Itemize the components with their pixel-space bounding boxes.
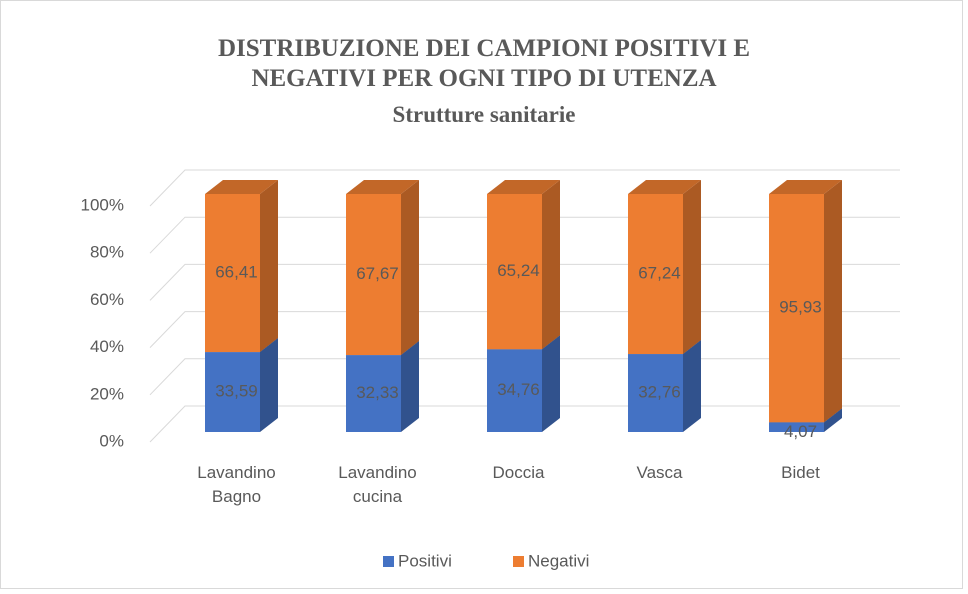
y-tick-label: 80% xyxy=(90,243,124,262)
y-tick-label: 60% xyxy=(90,290,124,309)
data-label: 32,33 xyxy=(356,383,399,402)
data-label: 66,41 xyxy=(215,263,258,282)
bar-top xyxy=(205,180,278,194)
data-label: 34,76 xyxy=(497,380,540,399)
bar xyxy=(628,354,683,432)
y-tick-label: 0% xyxy=(99,431,124,450)
data-label: 32,76 xyxy=(638,382,681,401)
bar-side xyxy=(401,341,419,432)
bar-side xyxy=(542,180,560,350)
y-tick-label: 20% xyxy=(90,384,124,403)
bar xyxy=(346,355,401,432)
bar-side xyxy=(542,335,560,432)
x-tick-label: Lavandino Bagno xyxy=(197,463,275,506)
chart-title: DISTRIBUZIONE DEI CAMPIONI POSITIVI E NE… xyxy=(217,35,751,92)
bar-top xyxy=(628,180,701,194)
bar xyxy=(487,194,542,350)
bar xyxy=(769,194,824,423)
data-label: 4,07 xyxy=(784,422,817,441)
x-tick-label: Vasca xyxy=(637,463,684,482)
legend-swatch xyxy=(513,556,524,567)
bar-top xyxy=(346,180,419,194)
x-tick-label: Bidet xyxy=(781,463,820,482)
legend-label: Positivi xyxy=(398,551,452,570)
data-label: 65,24 xyxy=(497,261,540,280)
y-tick-label: 40% xyxy=(90,337,124,356)
bar xyxy=(487,349,542,432)
bar xyxy=(205,352,260,432)
y-tick-label: 100% xyxy=(81,195,124,214)
bar xyxy=(769,422,824,432)
bar-side xyxy=(260,180,278,353)
bar-top xyxy=(769,180,842,194)
legend-label: Negativi xyxy=(528,551,589,570)
grid-line xyxy=(149,169,900,207)
bar xyxy=(628,194,683,355)
bar-side xyxy=(824,408,842,432)
bar xyxy=(205,194,260,353)
data-label: 67,67 xyxy=(356,264,399,283)
bar xyxy=(346,194,401,356)
x-tick-label: Lavandino cucina xyxy=(338,463,416,506)
bar-side xyxy=(824,180,842,423)
bar-side xyxy=(401,180,419,356)
chart-subtitle: Strutture sanitarie xyxy=(392,102,576,127)
data-label: 67,24 xyxy=(638,263,681,282)
bar-top xyxy=(487,180,560,194)
x-tick-label: Doccia xyxy=(493,463,546,482)
bar-side xyxy=(683,340,701,432)
bar-side xyxy=(260,338,278,432)
data-label: 33,59 xyxy=(215,382,258,401)
bar-side xyxy=(683,180,701,355)
legend-swatch xyxy=(383,556,394,567)
data-label: 95,93 xyxy=(779,298,822,317)
